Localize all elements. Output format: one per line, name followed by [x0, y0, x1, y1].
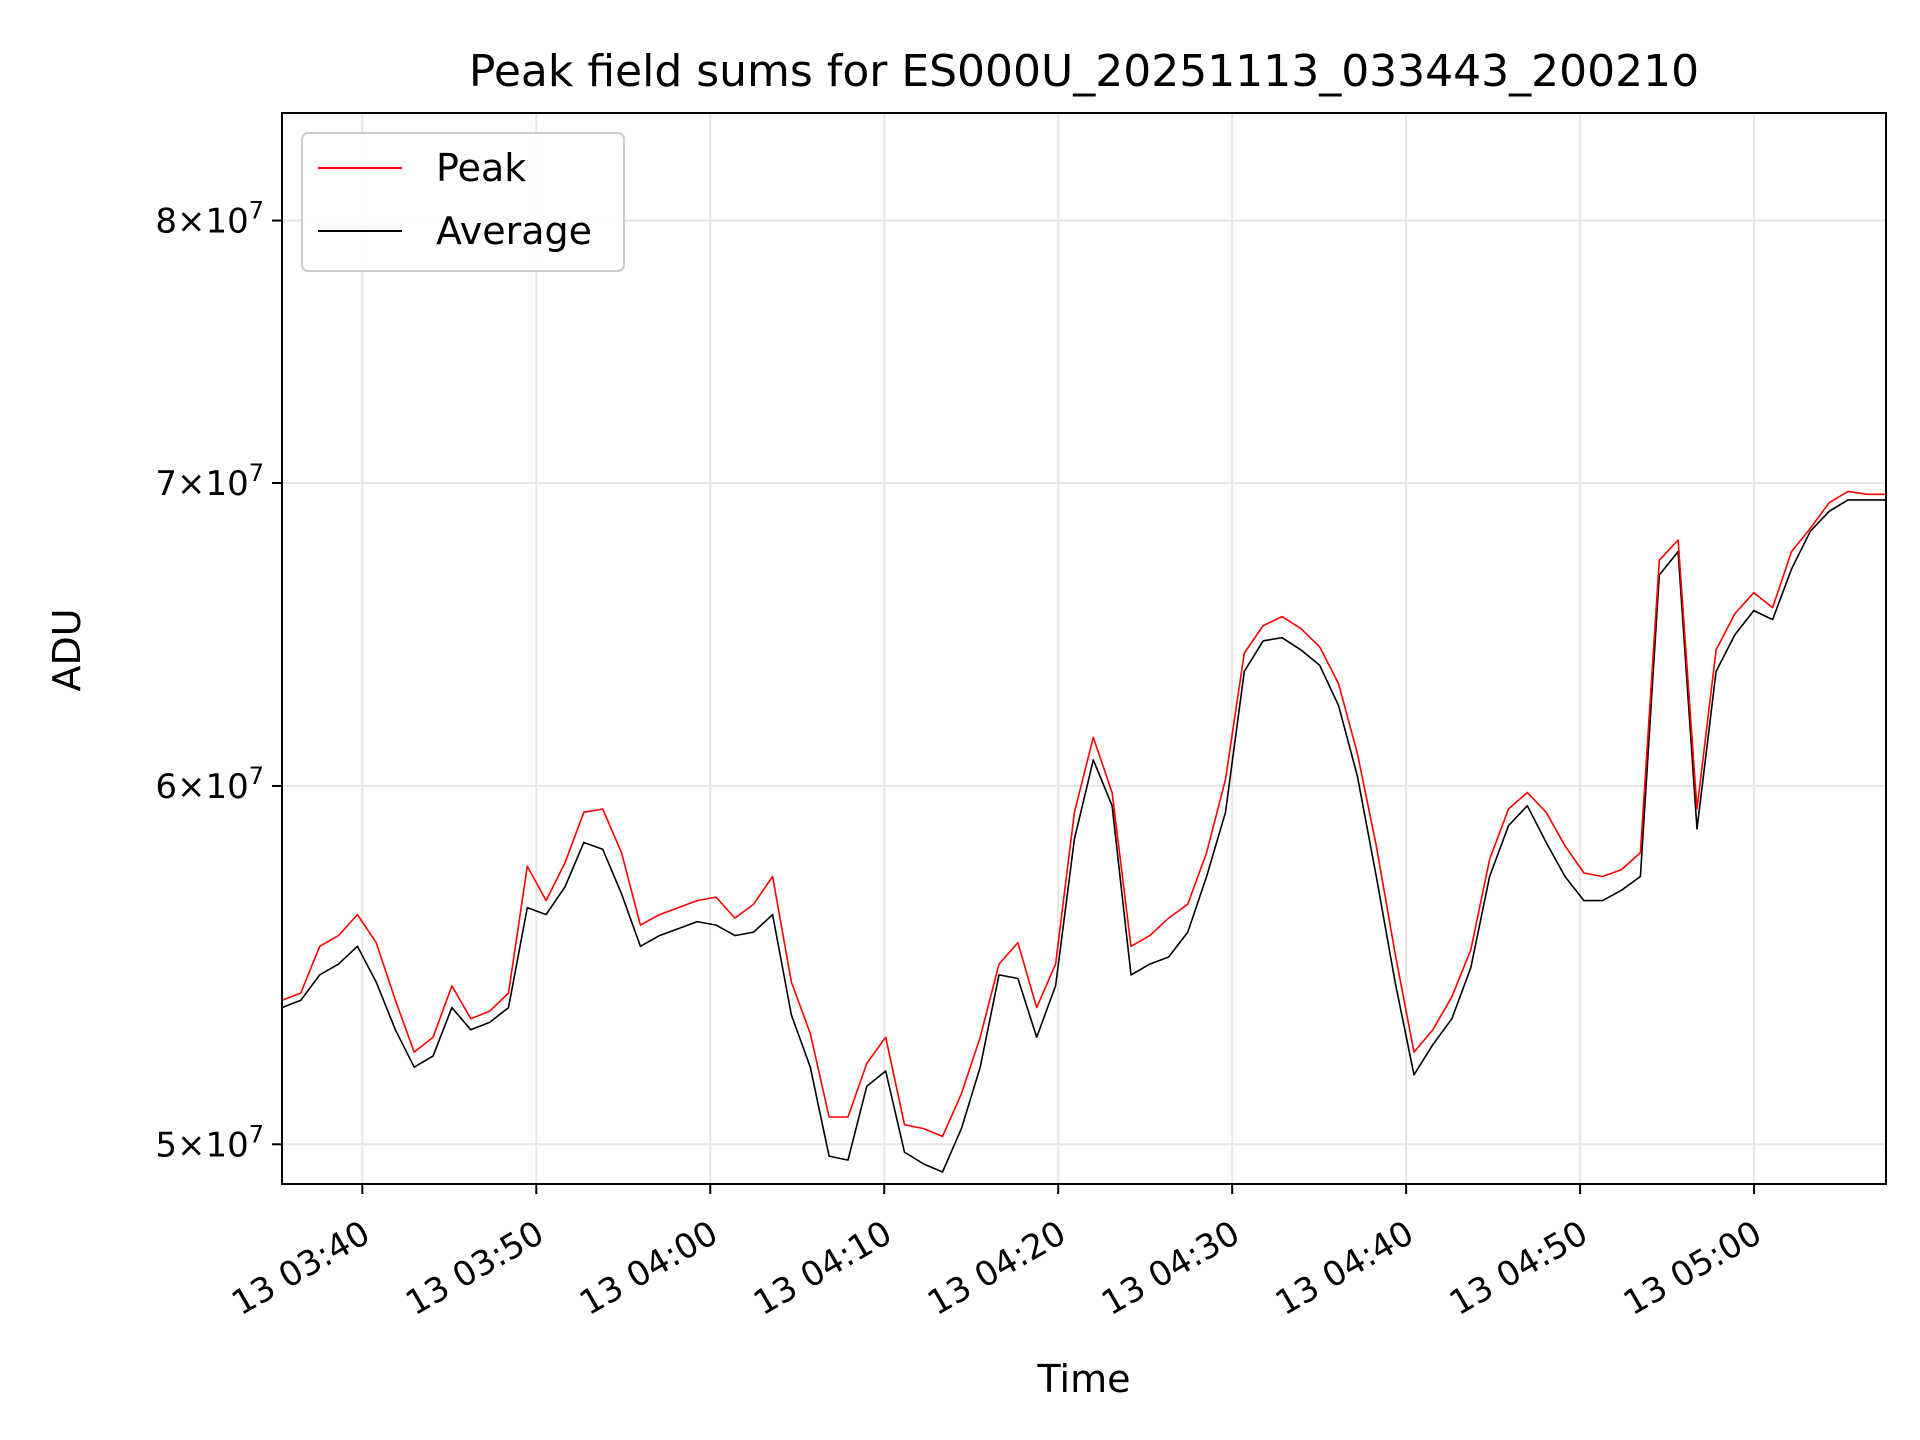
y-axis-ticks: 5×107 6×107 7×107 8×107	[155, 197, 282, 1165]
x-axis-label: Time	[1037, 1357, 1131, 1401]
legend-label-peak: Peak	[436, 146, 526, 190]
plot-frame	[281, 112, 1887, 1185]
grid	[282, 113, 1886, 1184]
legend-label-average: Average	[436, 209, 592, 253]
series-line-peak	[281, 490, 1886, 1138]
y-tick-label-1: 6×107	[155, 762, 264, 807]
chart-title: Peak field sums for ES000U_20251113_0334…	[469, 46, 1699, 97]
y-tick-label-2: 7×107	[155, 459, 264, 504]
y-tick-label-3: 8×107	[155, 197, 264, 242]
y-tick-label-0: 5×107	[155, 1120, 264, 1165]
series-line-average	[281, 499, 1886, 1173]
y-axis-label: ADU	[45, 608, 89, 691]
series-layer	[281, 490, 1886, 1173]
legend: Peak Average	[301, 132, 625, 272]
